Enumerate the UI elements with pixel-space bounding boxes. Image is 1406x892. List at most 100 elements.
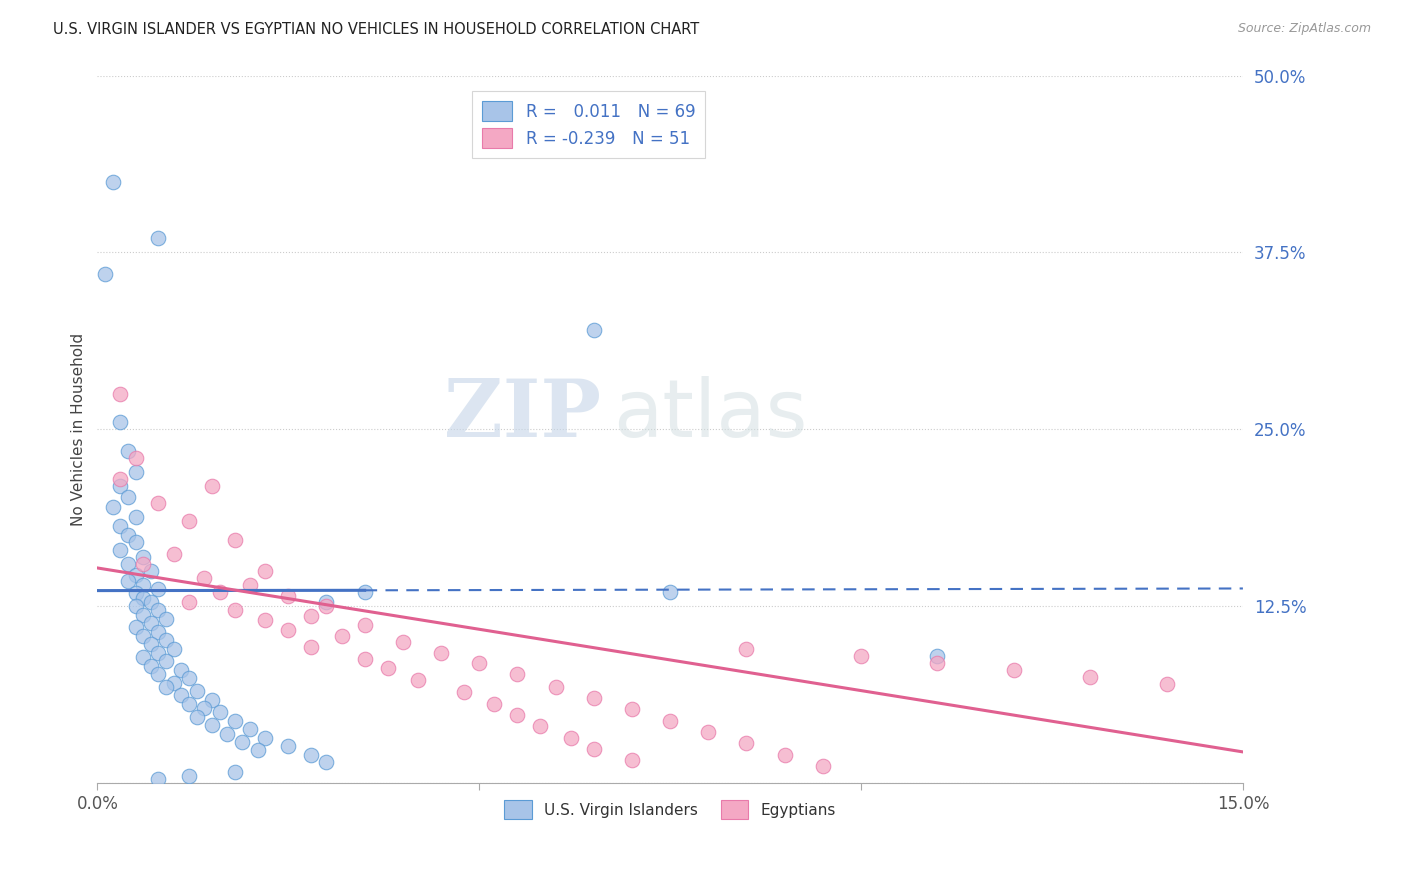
Point xyxy=(849,648,872,663)
Point xyxy=(353,585,375,599)
Point xyxy=(299,609,322,624)
Point xyxy=(1002,663,1025,677)
Text: ZIP: ZIP xyxy=(444,376,602,454)
Point xyxy=(811,759,834,773)
Point xyxy=(124,535,146,549)
Point xyxy=(139,595,162,609)
Point xyxy=(94,267,117,281)
Point xyxy=(124,599,146,614)
Text: atlas: atlas xyxy=(613,376,807,454)
Point xyxy=(201,692,224,706)
Point xyxy=(124,568,146,582)
Point xyxy=(201,479,224,493)
Point xyxy=(110,479,132,493)
Point xyxy=(110,472,132,486)
Point xyxy=(117,574,139,588)
Point xyxy=(163,675,186,690)
Point xyxy=(620,702,643,716)
Point xyxy=(148,772,170,786)
Point xyxy=(560,731,582,745)
Point xyxy=(582,691,605,706)
Point xyxy=(124,465,146,479)
Point xyxy=(155,654,177,668)
Point xyxy=(148,603,170,617)
Point xyxy=(124,620,146,634)
Point xyxy=(132,549,155,564)
Point xyxy=(124,586,146,600)
Point xyxy=(697,725,720,739)
Point xyxy=(110,415,132,429)
Point xyxy=(148,667,170,681)
Point xyxy=(177,671,200,685)
Point xyxy=(254,564,277,578)
Point xyxy=(155,633,177,648)
Point xyxy=(277,739,299,754)
Point xyxy=(506,667,529,681)
Point xyxy=(148,496,170,510)
Point xyxy=(139,637,162,651)
Point xyxy=(239,723,262,737)
Point xyxy=(246,743,269,757)
Point xyxy=(224,603,246,617)
Point xyxy=(927,656,949,670)
Point xyxy=(148,231,170,245)
Point xyxy=(110,542,132,557)
Point xyxy=(254,731,277,745)
Point xyxy=(620,753,643,767)
Point xyxy=(299,640,322,655)
Point xyxy=(101,500,124,515)
Point xyxy=(186,684,208,698)
Point xyxy=(582,742,605,756)
Point xyxy=(224,533,246,547)
Point xyxy=(193,701,215,715)
Point xyxy=(1078,670,1101,684)
Point xyxy=(117,443,139,458)
Point xyxy=(177,595,200,609)
Point xyxy=(208,585,231,599)
Point xyxy=(163,641,186,656)
Point xyxy=(529,719,551,733)
Point xyxy=(453,685,475,699)
Point xyxy=(735,736,758,750)
Point xyxy=(224,714,246,728)
Point xyxy=(224,764,246,779)
Point xyxy=(186,709,208,723)
Point xyxy=(132,650,155,665)
Point xyxy=(170,688,193,702)
Point xyxy=(377,661,399,675)
Text: Source: ZipAtlas.com: Source: ZipAtlas.com xyxy=(1237,22,1371,36)
Point xyxy=(406,673,429,687)
Point xyxy=(193,571,215,585)
Point xyxy=(101,175,124,189)
Point xyxy=(315,595,337,609)
Point xyxy=(659,585,682,599)
Point xyxy=(132,578,155,592)
Point xyxy=(117,528,139,542)
Point xyxy=(353,651,375,665)
Point xyxy=(124,450,146,465)
Point xyxy=(110,518,132,533)
Y-axis label: No Vehicles in Household: No Vehicles in Household xyxy=(72,333,86,526)
Point xyxy=(148,582,170,597)
Point xyxy=(315,755,337,769)
Point xyxy=(582,323,605,337)
Point xyxy=(315,599,337,614)
Point xyxy=(208,706,231,720)
Point xyxy=(927,648,949,663)
Point xyxy=(430,646,453,660)
Point xyxy=(132,591,155,605)
Point xyxy=(155,680,177,694)
Point xyxy=(110,387,132,401)
Point xyxy=(484,697,506,711)
Point xyxy=(124,510,146,524)
Point xyxy=(177,769,200,783)
Point xyxy=(155,612,177,626)
Point xyxy=(254,613,277,627)
Legend: U.S. Virgin Islanders, Egyptians: U.S. Virgin Islanders, Egyptians xyxy=(498,794,842,825)
Point xyxy=(163,547,186,561)
Point xyxy=(773,747,796,762)
Point xyxy=(392,634,415,648)
Point xyxy=(330,629,353,643)
Point xyxy=(659,714,682,728)
Point xyxy=(139,616,162,631)
